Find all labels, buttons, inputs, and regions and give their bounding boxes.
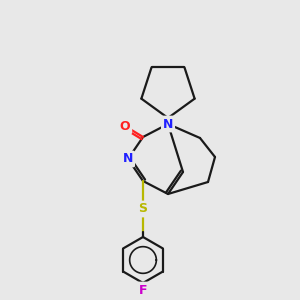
Text: N: N [123, 152, 133, 166]
Text: O: O [120, 119, 130, 133]
Text: S: S [139, 202, 148, 215]
Text: N: N [163, 118, 173, 130]
Text: F: F [139, 284, 147, 296]
